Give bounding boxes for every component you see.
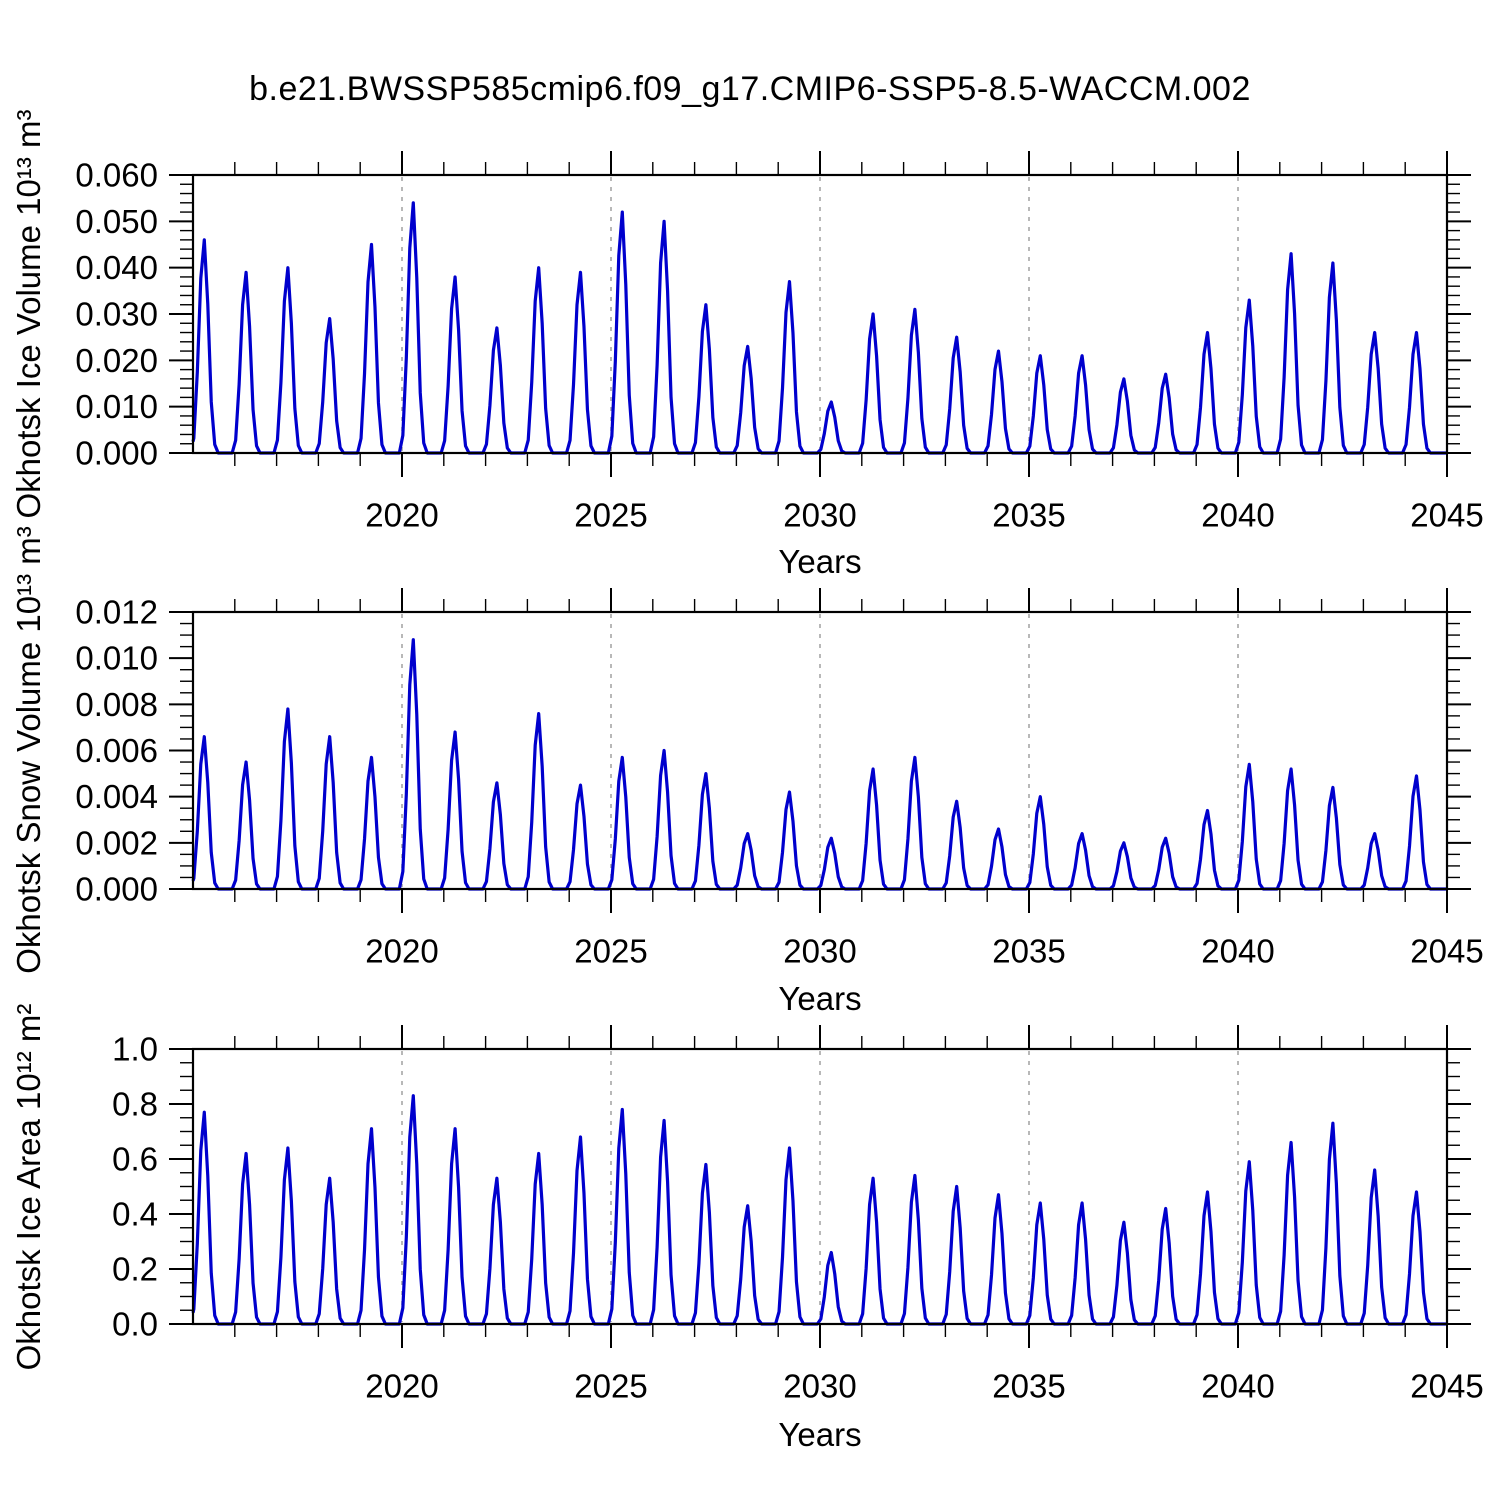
y-tick-label: 0.040: [75, 249, 158, 286]
x-tick-label: 2045: [1410, 497, 1483, 534]
okhotsk-ice-volume-ticks: [169, 151, 1471, 477]
y-tick-label: 0.000: [75, 435, 158, 472]
x-tick-label: 2025: [574, 1368, 647, 1405]
okhotsk-ice-volume-plot: 0.000 0.010 0.020 0.030 0.040 0.050 0.060 2020 2…: [75, 151, 1484, 534]
x-tick-label: 2035: [992, 497, 1065, 534]
x-tick-label: 2035: [992, 1368, 1065, 1405]
x-tick-label: 2040: [1201, 933, 1274, 970]
x-tick-label: 2025: [574, 497, 647, 534]
x-tick-label: 2025: [574, 933, 647, 970]
y-tick-label: 0.6: [112, 1141, 158, 1178]
x-tick-label: 2020: [365, 1368, 438, 1405]
y-tick-label: 0.010: [75, 640, 158, 677]
okhotsk-ice-area-plot: 0.0 0.2 0.4 0.6 0.8 1.0 2020 2025 2030 2035 2040 20…: [112, 1025, 1484, 1405]
okhotsk-snow-volume-ticks: [169, 588, 1471, 913]
x-tick-label: 2045: [1410, 1368, 1483, 1405]
okhotsk-ice-volume-gridlines: [401, 177, 1239, 451]
x-axis-title-snow-volume: Years: [778, 980, 862, 1017]
y-tick-label: 1.0: [112, 1031, 158, 1068]
okhotsk-snow-volume-plot: 0.000 0.002 0.004 0.006 0.008 0.010 0.012 2020 2…: [75, 588, 1484, 970]
okhotsk-snow-volume-gridlines: [401, 614, 1239, 887]
x-tick-label: 2030: [783, 933, 856, 970]
y-tick-label: 0.000: [75, 871, 158, 908]
y-tick-label: 0.004: [75, 778, 158, 815]
y-tick-label: 0.8: [112, 1086, 158, 1123]
x-tick-label: 2030: [783, 1368, 856, 1405]
okhotsk-ice-area-ticks: [169, 1025, 1471, 1348]
y-tick-label: 0.012: [75, 594, 158, 631]
y-tick-label: 0.002: [75, 824, 158, 861]
y-tick-label: 0.050: [75, 203, 158, 240]
x-tick-label: 2045: [1410, 933, 1483, 970]
x-tick-label: 2035: [992, 933, 1065, 970]
y-tick-label: 0.0: [112, 1306, 158, 1343]
y-tick-label: 0.008: [75, 686, 158, 723]
okhotsk-ice-volume-box: [191, 173, 1449, 455]
x-axis-title-ice-volume: Years: [778, 543, 862, 580]
y-axis-title-ice-area: Okhotsk Ice Area 10¹² m²: [10, 1003, 47, 1371]
x-tick-label: 2030: [783, 497, 856, 534]
y-tick-label: 0.2: [112, 1251, 158, 1288]
y-tick-label: 0.010: [75, 388, 158, 425]
y-tick-label: 0.020: [75, 342, 158, 379]
y-tick-label: 0.4: [112, 1196, 158, 1233]
x-tick-label: 2040: [1201, 497, 1274, 534]
x-tick-label: 2020: [365, 933, 438, 970]
y-tick-label: 0.030: [75, 296, 158, 333]
x-axis-title-ice-area: Years: [778, 1416, 862, 1453]
x-tick-label: 2040: [1201, 1368, 1274, 1405]
figure-title: b.e21.BWSSP585cmip6.f09_g17.CMIP6-SSP5-8…: [249, 70, 1251, 108]
x-tick-label: 2020: [365, 497, 438, 534]
y-tick-label: 0.006: [75, 732, 158, 769]
y-tick-label: 0.060: [75, 157, 158, 194]
okhotsk-ice-area-series: [191, 1094, 1447, 1326]
okhotsk-ice-area-gridlines: [401, 1051, 1239, 1322]
